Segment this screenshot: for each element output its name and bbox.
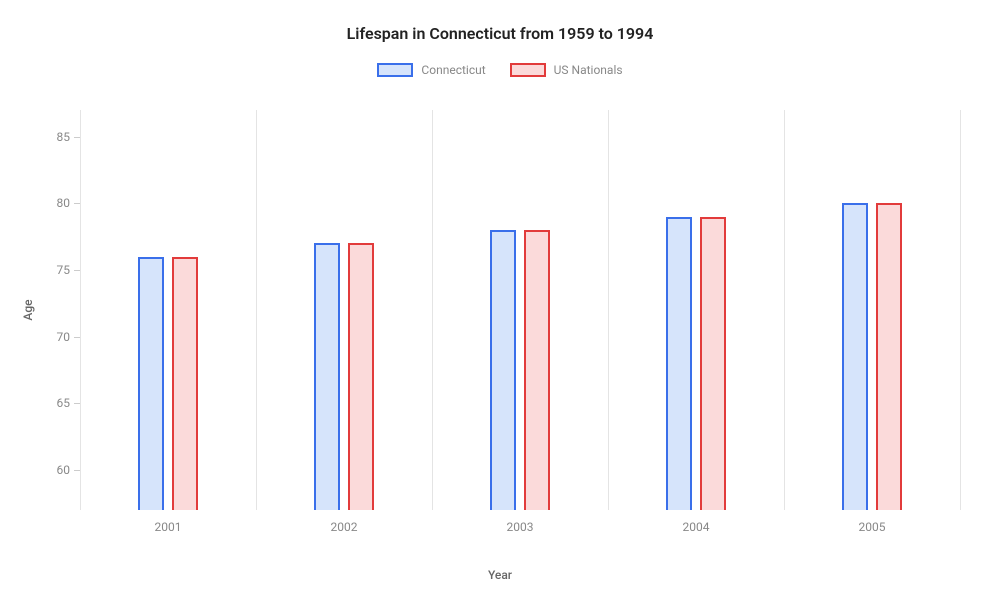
grid-line xyxy=(608,110,609,510)
y-axis-line xyxy=(80,110,81,510)
legend-swatch xyxy=(510,63,546,77)
x-tick-label: 2004 xyxy=(683,510,710,534)
x-tick-label: 2003 xyxy=(507,510,534,534)
grid-line xyxy=(960,110,961,510)
plot-area: 60657075808520012002200320042005 xyxy=(80,110,960,510)
bar[interactable] xyxy=(490,230,516,510)
grid-line xyxy=(784,110,785,510)
y-tick-mark xyxy=(74,270,80,271)
bar[interactable] xyxy=(524,230,550,510)
y-axis-label: Age xyxy=(21,299,35,320)
x-axis-label: Year xyxy=(488,568,512,582)
legend-item[interactable]: Connecticut xyxy=(377,63,485,77)
legend-swatch xyxy=(377,63,413,77)
x-tick-label: 2002 xyxy=(331,510,358,534)
bar[interactable] xyxy=(842,203,868,510)
bar[interactable] xyxy=(876,203,902,510)
y-tick-mark xyxy=(74,137,80,138)
legend: Connecticut US Nationals xyxy=(0,63,1000,77)
grid-line xyxy=(256,110,257,510)
legend-label: US Nationals xyxy=(554,63,623,77)
legend-item[interactable]: US Nationals xyxy=(510,63,623,77)
bar[interactable] xyxy=(314,243,340,510)
bar[interactable] xyxy=(700,217,726,510)
y-tick-mark xyxy=(74,470,80,471)
y-tick-mark xyxy=(74,337,80,338)
chart-container: Lifespan in Connecticut from 1959 to 199… xyxy=(0,0,1000,600)
bar[interactable] xyxy=(666,217,692,510)
bar[interactable] xyxy=(172,257,198,510)
bar[interactable] xyxy=(348,243,374,510)
x-tick-label: 2005 xyxy=(859,510,886,534)
bar[interactable] xyxy=(138,257,164,510)
grid-line xyxy=(432,110,433,510)
y-tick-mark xyxy=(74,203,80,204)
chart-title: Lifespan in Connecticut from 1959 to 199… xyxy=(0,0,1000,43)
x-tick-label: 2001 xyxy=(155,510,182,534)
legend-label: Connecticut xyxy=(421,63,485,77)
y-tick-mark xyxy=(74,403,80,404)
